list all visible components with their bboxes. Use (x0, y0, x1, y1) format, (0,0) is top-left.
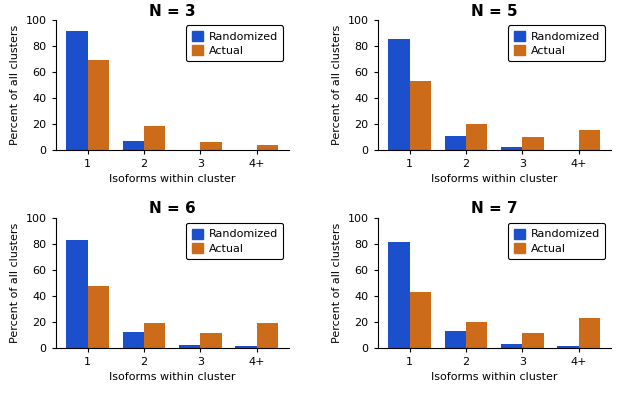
Bar (466, 322, 487, 348)
Bar (466, 124, 487, 150)
Legend: Randomized, Actual: Randomized, Actual (186, 25, 283, 61)
Bar (388, 39, 410, 150)
Title: N = 3: N = 3 (149, 4, 196, 19)
Y-axis label: Percent of all clusters: Percent of all clusters (10, 222, 20, 343)
Bar (388, 242, 410, 348)
Bar (66, 240, 88, 348)
Bar (444, 135, 466, 150)
Bar (66, 32, 88, 150)
Y-axis label: Percent of all clusters: Percent of all clusters (10, 24, 20, 145)
Bar (123, 141, 144, 150)
X-axis label: Isoforms within cluster: Isoforms within cluster (431, 372, 557, 382)
Legend: Randomized, Actual: Randomized, Actual (186, 223, 283, 259)
Bar (579, 318, 600, 348)
Bar (444, 331, 466, 348)
Bar (144, 126, 165, 150)
Title: N = 6: N = 6 (149, 201, 196, 216)
Bar (144, 323, 165, 348)
Bar (257, 145, 278, 150)
Bar (501, 344, 523, 348)
Bar (123, 332, 144, 348)
Bar (410, 292, 431, 348)
Bar (523, 137, 544, 150)
Bar (523, 333, 544, 348)
Title: N = 7: N = 7 (471, 201, 518, 216)
Bar (201, 333, 222, 348)
Title: N = 5: N = 5 (471, 4, 518, 19)
Bar (235, 346, 257, 348)
Bar (557, 346, 579, 348)
Bar (257, 323, 278, 348)
X-axis label: Isoforms within cluster: Isoforms within cluster (431, 175, 557, 184)
Legend: Randomized, Actual: Randomized, Actual (508, 223, 605, 259)
Bar (501, 147, 523, 150)
Y-axis label: Percent of all clusters: Percent of all clusters (332, 222, 342, 343)
Bar (410, 81, 431, 150)
Y-axis label: Percent of all clusters: Percent of all clusters (332, 24, 342, 145)
Bar (201, 142, 222, 150)
X-axis label: Isoforms within cluster: Isoforms within cluster (109, 372, 236, 382)
Legend: Randomized, Actual: Randomized, Actual (508, 25, 605, 61)
Bar (88, 60, 109, 150)
Bar (179, 345, 201, 348)
Bar (88, 286, 109, 348)
X-axis label: Isoforms within cluster: Isoforms within cluster (109, 175, 236, 184)
Bar (579, 130, 600, 150)
